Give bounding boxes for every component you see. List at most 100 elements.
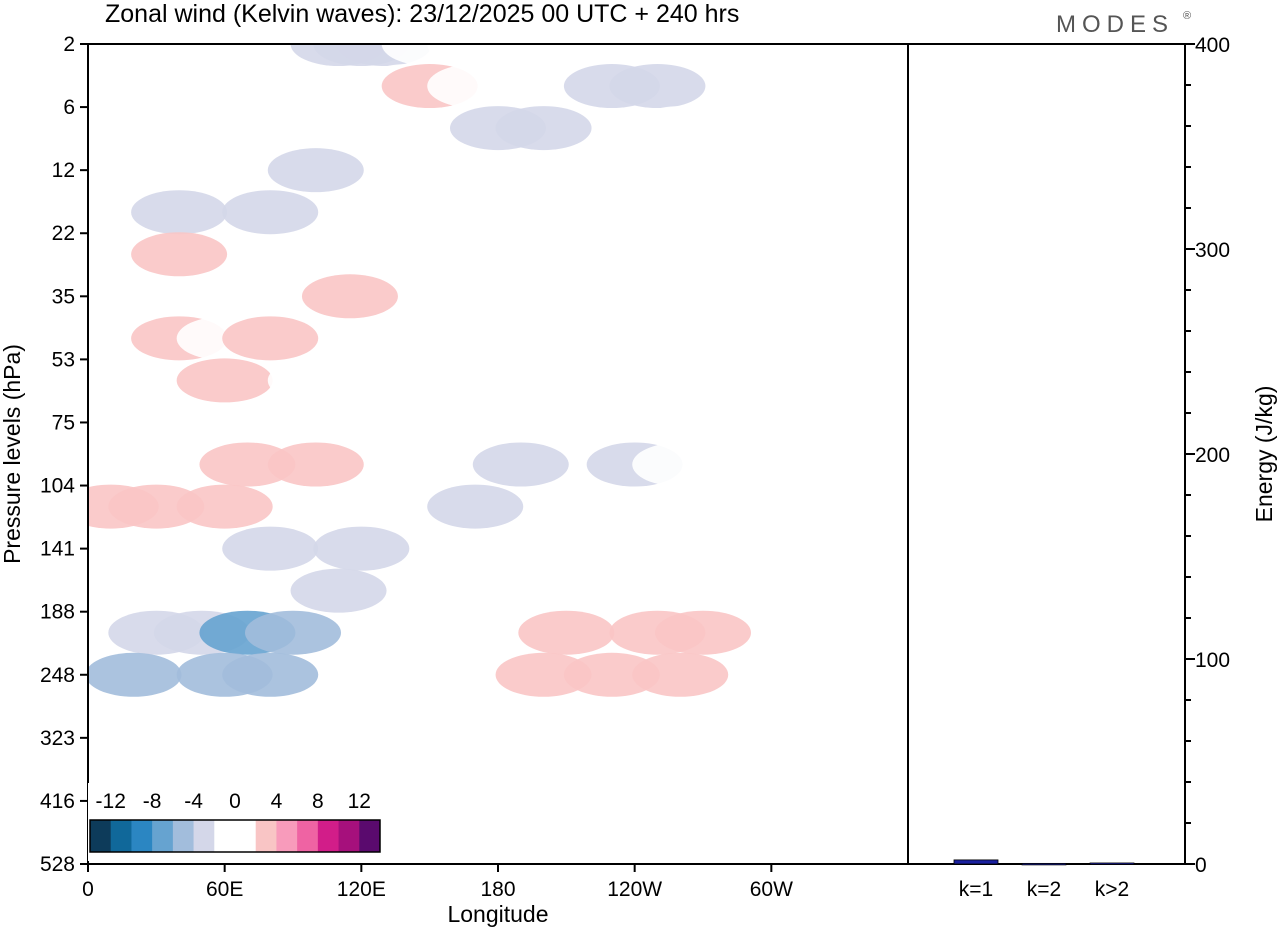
wind-cell-53	[245, 610, 341, 655]
energy-tick-label: 400	[1195, 34, 1230, 57]
colorbar-label: -8	[143, 790, 162, 813]
wind-cell-24	[131, 232, 228, 277]
wind-cell-55	[88, 652, 182, 697]
wind-cell-9	[495, 44, 592, 66]
wind-cell-65	[427, 736, 524, 781]
colorbar-swatch	[152, 820, 174, 852]
wind-cell-32	[267, 358, 364, 403]
wind-cell-58	[518, 610, 615, 655]
x-tick-label: 60E	[206, 878, 243, 901]
y-tick-label: 528	[40, 853, 75, 876]
colorbar-swatch	[214, 820, 236, 852]
wind-cell-60	[655, 610, 751, 655]
wind-cell-47	[586, 526, 683, 571]
wind-cell-18	[677, 148, 774, 193]
wind-cell-22	[267, 148, 364, 193]
x-tick-label: 120W	[607, 878, 662, 901]
wind-cell-61	[495, 652, 592, 697]
wind-cell-1	[301, 274, 398, 319]
energy-tick-label: 100	[1195, 649, 1230, 672]
colorbar-swatch	[110, 820, 132, 852]
wind-cell-19	[723, 106, 820, 151]
wind-cell-17	[632, 106, 729, 151]
colorbar-swatch	[317, 820, 340, 852]
y-tick-label: 35	[52, 285, 75, 308]
energy-bar-k=2	[1021, 862, 1067, 866]
wind-cell-63	[632, 652, 729, 697]
energy-category-label: k>2	[1095, 878, 1129, 901]
colorbar-swatch	[193, 820, 215, 852]
wind-cell-49	[814, 526, 908, 571]
energy-tick-label: 300	[1195, 239, 1230, 262]
wind-cell-40	[176, 484, 273, 529]
colorbar-label: 12	[348, 790, 371, 813]
wind-cell-62	[563, 652, 660, 697]
colorbar-swatch	[338, 820, 360, 852]
colorbar-swatch	[276, 820, 298, 852]
colorbar-swatch	[172, 820, 195, 852]
y-tick-label: 2	[63, 33, 75, 56]
colorbar-frame	[89, 819, 381, 853]
energy-bar-k>2	[1089, 862, 1135, 865]
wind-cell-42	[267, 442, 364, 487]
wind-cell-21	[222, 190, 319, 235]
wind-cell-37	[632, 442, 729, 487]
colorbar-label: -4	[184, 790, 203, 813]
y-tick-label: 416	[40, 790, 75, 813]
wind-cell-67	[586, 736, 683, 781]
energy-plot-frame	[907, 43, 1186, 865]
colorbar-label: 0	[229, 790, 241, 813]
energy-tick-label: 0	[1195, 854, 1207, 877]
wind-cell-12	[427, 64, 524, 109]
colorbar-swatch	[297, 820, 319, 852]
x-axis-label: Longitude	[447, 901, 548, 927]
wind-cell-57	[222, 652, 319, 697]
chart-title: Zonal wind (Kelvin waves): 23/12/2025 00…	[105, 0, 739, 28]
wind-cell-16	[609, 64, 706, 109]
x-tick-label: 120E	[337, 878, 386, 901]
x-tick-label: 60W	[750, 878, 793, 901]
wind-cell-48	[677, 526, 774, 571]
energy-bar-k=1	[953, 859, 999, 865]
wind-cell-64	[336, 736, 433, 781]
wind-cell-45	[427, 484, 524, 529]
x-tick-label: 180	[480, 878, 515, 901]
colorbar-label: 4	[271, 790, 283, 813]
wind-cell-71	[586, 820, 683, 864]
wind-cell-41	[199, 442, 296, 487]
energy-category-label: k=2	[1027, 878, 1061, 901]
wind-cell-54	[290, 568, 387, 613]
colorbar-swatch	[90, 820, 112, 852]
y-tick-label: 6	[63, 96, 75, 119]
colorbar-swatch	[255, 820, 277, 852]
energy-axis-label: Energy (J/kg)	[1251, 386, 1277, 523]
wind-cell-44	[313, 526, 410, 571]
energy-category-label: k=1	[959, 878, 993, 901]
wind-cell-39	[108, 484, 205, 529]
y-axis: 2 6 12 22 35 53 75 104 141 188 248 323 416 528	[40, 33, 88, 876]
wind-cell-46	[472, 442, 569, 487]
wind-cell-30	[176, 358, 273, 403]
colorbar-swatch	[359, 820, 381, 852]
zonal-wind-heatmap	[88, 44, 908, 864]
wind-cell-43	[222, 526, 319, 571]
registered-mark: ®	[1183, 10, 1191, 22]
y-tick-label: 53	[52, 348, 75, 371]
wind-cell-20	[131, 190, 228, 235]
wind-cell-25	[358, 232, 455, 277]
y-tick-label: 104	[40, 475, 75, 498]
colorbar-swatch	[131, 820, 153, 852]
colorbar: -12 -8 -4 0 4 8 12	[88, 783, 382, 861]
y-tick-label: 75	[52, 411, 75, 434]
modes-logo: MODES	[1056, 11, 1174, 38]
x-tick-label: 0	[82, 878, 94, 901]
x-axis: 0 60E 120E 180 120W 60W	[82, 864, 793, 901]
y-tick-label: 323	[40, 727, 75, 750]
wind-cell-34	[541, 358, 638, 403]
y-axis-label: Pressure levels (hPa)	[0, 344, 25, 564]
energy-bar-chart: 0 100 200 300 400 k=1 k=2 k>2	[953, 34, 1230, 901]
y-tick-label: 248	[40, 664, 75, 687]
y-tick-label: 22	[52, 222, 75, 245]
wind-cell-66	[495, 736, 592, 781]
